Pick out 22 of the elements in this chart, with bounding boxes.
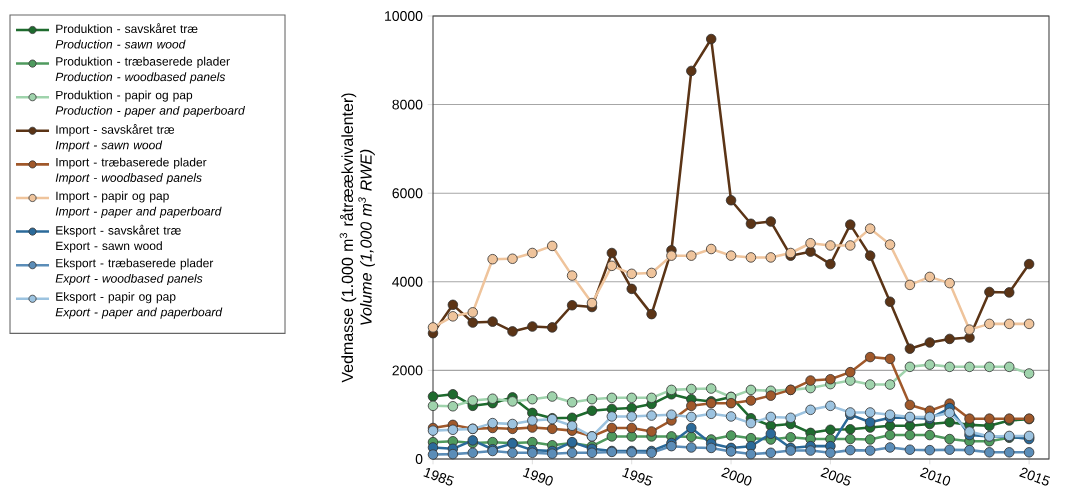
x-tick-label: 2000 [721, 467, 752, 486]
legend-label: Eksport - savskåret træ Export - sawn wood [56, 224, 181, 253]
y-tick-label: 6000 [392, 188, 423, 199]
x-tick-label: 2010 [919, 467, 951, 486]
legend-label: Eksport - papir og pap Export - paper and paperboard [55, 292, 223, 319]
legend-label: Produktion - savskåret træ Production - sawn wood [55, 23, 198, 49]
legend-label: Import - papir og pap Import - paper and paperboard [55, 191, 222, 218]
y-tick-label: 8000 [392, 99, 423, 110]
x-tick-label: 2005 [820, 467, 852, 486]
legend-label: Import - savskåret træ Import - sawn wood [55, 124, 175, 152]
legend-label: Produktion - træbaserede plader Production - woodbased panels [55, 56, 230, 84]
x-tick-label: 2015 [1019, 467, 1051, 486]
y-tick-label: 10000 [385, 11, 423, 21]
legend-label: Import - træbaserede plader Import - woodbased panels [55, 157, 207, 185]
x-tick-label: 1995 [622, 468, 653, 486]
legend-label: Eksport - træbaserede plader Export - woodbased panels [55, 258, 214, 286]
y-tick-label: 4000 [392, 276, 423, 287]
legend-label: Produktion - papir og pap Production - paper and paperboard [55, 90, 246, 118]
x-tick-label: 1985 [423, 468, 454, 486]
x-tick-label: 1990 [522, 468, 553, 486]
y-tick-label: 0 [415, 454, 423, 464]
y-tick-label: 2000 [392, 365, 423, 376]
